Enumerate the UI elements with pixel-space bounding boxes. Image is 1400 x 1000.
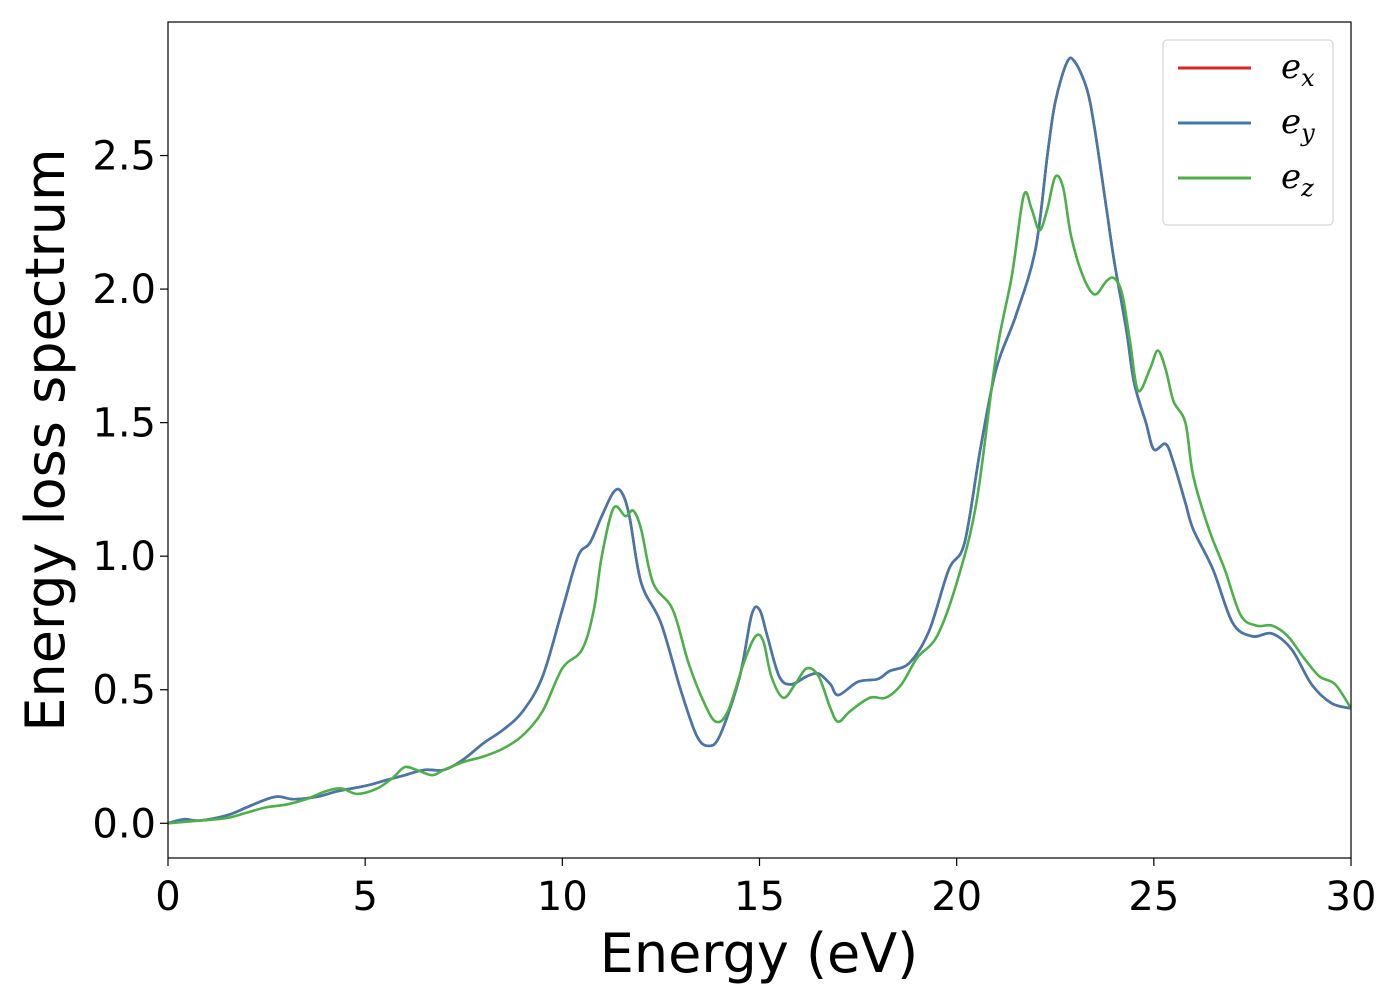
- y-tick-label: 0.5: [92, 668, 156, 714]
- x-axis-ticks: 0 5 10 15 20 25 30: [155, 858, 1376, 920]
- legend-entry-base: e: [1281, 157, 1301, 197]
- legend-entry-subscript: y: [1300, 119, 1315, 147]
- y-tick-label: 1.0: [92, 534, 156, 580]
- x-tick-label: 15: [734, 874, 785, 920]
- y-axis-label: Energy loss spectrum: [14, 148, 77, 731]
- series-layer: [168, 56, 1351, 825]
- legend-entry-subscript: x: [1301, 64, 1315, 92]
- series-line-y: [168, 56, 1351, 825]
- x-tick-label: 30: [1326, 874, 1377, 920]
- legend-entry-base: e: [1281, 102, 1301, 142]
- series-lines: [168, 56, 1351, 825]
- series-line-z: [168, 174, 1351, 825]
- legend-entry-label: ez: [1281, 157, 1314, 202]
- y-tick-label: 2.5: [92, 134, 156, 180]
- y-axis-ticks: 0.0 0.5 1.0 1.5 2.0 2.5: [92, 134, 168, 847]
- x-tick-label: 25: [1128, 874, 1179, 920]
- legend-entry-label: ey: [1281, 102, 1315, 147]
- y-tick-label: 0.0: [92, 801, 156, 847]
- x-tick-label: 5: [352, 874, 377, 920]
- x-tick-label: 20: [931, 874, 982, 920]
- y-tick-label: 1.5: [92, 401, 156, 447]
- legend-entry-label: ex: [1281, 47, 1315, 92]
- x-axis-label: Energy (eV): [600, 922, 919, 985]
- legend-entry-base: e: [1281, 47, 1301, 87]
- x-tick-label: 10: [537, 874, 588, 920]
- y-tick-label: 2.0: [92, 267, 156, 313]
- x-tick-label: 0: [155, 874, 180, 920]
- legend-entry-subscript: z: [1300, 174, 1314, 202]
